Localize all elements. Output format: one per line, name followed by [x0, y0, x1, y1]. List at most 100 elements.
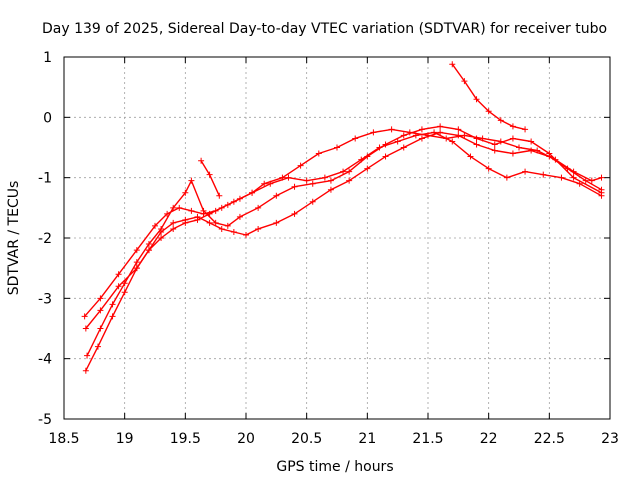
data-point — [546, 150, 553, 157]
data-point — [170, 225, 177, 232]
data-point — [388, 126, 395, 133]
data-point — [516, 144, 522, 151]
series-arc-3 — [82, 129, 605, 374]
data-point — [273, 192, 280, 199]
data-point — [115, 271, 122, 278]
data-point — [133, 247, 140, 254]
data-point — [291, 183, 298, 190]
x-tick-label: 19 — [116, 431, 134, 447]
data-point — [84, 352, 91, 359]
data-point — [243, 231, 249, 238]
data-point — [182, 189, 189, 196]
data-point — [218, 225, 225, 232]
x-tick-label: 22 — [480, 431, 498, 447]
data-point — [327, 177, 334, 184]
x-tick-label: 21 — [358, 431, 376, 447]
data-point — [455, 132, 462, 139]
data-point — [188, 177, 195, 184]
data-point — [230, 198, 237, 205]
data-point — [334, 144, 340, 151]
data-point — [437, 123, 444, 130]
data-point — [418, 135, 425, 142]
data-point — [97, 295, 104, 302]
data-point — [509, 123, 516, 130]
data-point — [364, 153, 371, 160]
data-point — [97, 325, 104, 332]
data-point — [588, 177, 595, 184]
data-point — [230, 228, 237, 235]
data-point — [97, 307, 104, 314]
data-point — [400, 132, 407, 139]
data-point — [528, 147, 535, 154]
data-point — [170, 204, 177, 211]
data-point — [491, 141, 498, 148]
data-series — [81, 61, 605, 374]
data-point — [216, 192, 223, 199]
data-point — [570, 174, 577, 181]
data-point — [558, 174, 565, 181]
data-point — [327, 186, 334, 193]
x-tick-label: 23 — [601, 431, 619, 447]
data-point — [182, 219, 189, 226]
series-arc-5 — [198, 157, 223, 199]
data-point — [509, 135, 516, 142]
data-point — [455, 126, 462, 133]
data-point — [267, 180, 274, 187]
data-point — [485, 165, 492, 172]
y-tick-label: -3 — [38, 291, 52, 307]
data-point — [540, 171, 547, 178]
series-line — [85, 131, 603, 330]
data-point — [188, 207, 195, 214]
x-tick-label: 21.5 — [412, 431, 443, 447]
chart-title: Day 139 of 2025, Sidereal Day-to-day VTE… — [42, 21, 607, 37]
data-point — [491, 147, 498, 154]
series-line — [83, 128, 603, 318]
data-point — [315, 150, 322, 157]
data-point — [309, 198, 316, 205]
data-point — [200, 207, 207, 214]
data-point — [473, 135, 480, 142]
data-point — [309, 180, 316, 187]
data-point — [497, 117, 504, 124]
data-point — [170, 219, 177, 226]
y-tick-label: -5 — [38, 412, 52, 428]
axis-ticks: 18.5 19 19.5 20 20.5 21 21.5 22 22.5 23 1 0 -1 -2 -3 -4… — [38, 50, 619, 447]
data-point — [449, 138, 456, 145]
y-tick-label: -1 — [38, 171, 52, 187]
data-point — [485, 108, 492, 115]
x-tick-label: 19.5 — [170, 431, 201, 447]
x-tick-label: 22.5 — [534, 431, 565, 447]
data-point — [121, 289, 128, 296]
data-point — [321, 174, 328, 181]
data-point — [382, 141, 389, 148]
series-line — [200, 160, 221, 197]
data-point — [218, 204, 225, 211]
data-point — [236, 213, 243, 220]
data-point — [82, 325, 89, 332]
data-point — [449, 61, 456, 68]
data-point — [340, 168, 347, 175]
data-point — [212, 219, 219, 226]
data-point — [152, 222, 158, 229]
grid — [64, 57, 610, 419]
data-point — [522, 126, 529, 133]
data-point — [145, 241, 152, 248]
data-point — [198, 157, 205, 164]
data-point — [509, 150, 516, 157]
data-point — [473, 96, 480, 103]
x-tick-label: 20 — [237, 431, 255, 447]
data-point — [255, 204, 262, 211]
data-point — [461, 132, 468, 139]
data-point — [431, 129, 438, 136]
y-tick-label: 1 — [43, 50, 52, 66]
data-point — [528, 138, 535, 145]
data-point — [261, 180, 268, 187]
y-tick-label: 0 — [43, 110, 52, 126]
series-arc-4 — [84, 123, 605, 359]
data-point — [382, 153, 389, 160]
data-point — [206, 219, 213, 226]
data-point — [109, 313, 116, 320]
data-point — [418, 126, 425, 133]
y-tick-label: -2 — [38, 231, 52, 247]
data-point — [461, 78, 468, 85]
